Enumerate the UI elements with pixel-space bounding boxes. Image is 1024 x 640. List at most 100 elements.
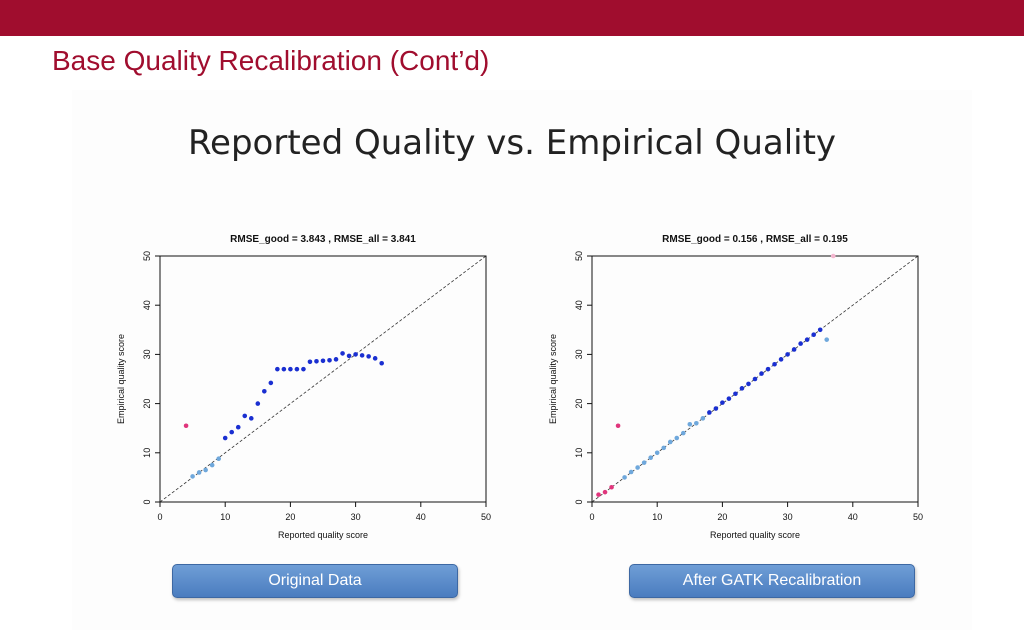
- y-tick-label: 10: [574, 448, 584, 458]
- data-point: [635, 465, 640, 470]
- data-point: [229, 429, 235, 435]
- after-recalibration-button[interactable]: After GATK Recalibration: [629, 564, 915, 598]
- data-point: [222, 435, 228, 441]
- data-point: [648, 455, 653, 461]
- x-tick-label: 0: [589, 512, 594, 522]
- y-axis-label: Empirical quality score: [548, 334, 558, 424]
- data-point: [641, 460, 647, 465]
- data-point: [288, 366, 293, 372]
- data-point: [275, 366, 280, 372]
- data-point: [674, 435, 680, 441]
- plot-frame: [591, 255, 919, 503]
- data-point: [720, 400, 725, 405]
- data-point: [301, 366, 306, 372]
- data-point: [294, 366, 300, 372]
- data-point: [353, 352, 358, 357]
- data-point: [746, 381, 751, 387]
- data-point: [183, 423, 189, 429]
- y-tick-label: 0: [574, 499, 584, 504]
- figure-panel: [72, 90, 972, 630]
- x-tick-label: 20: [717, 512, 727, 522]
- y-tick-label: 10: [142, 448, 152, 458]
- data-point: [235, 424, 241, 430]
- data-point: [333, 357, 339, 362]
- data-point: [817, 327, 823, 333]
- chart-title: RMSE_good = 3.843 , RMSE_all = 3.841: [230, 234, 416, 245]
- reference-line: [159, 255, 487, 503]
- data-point: [726, 396, 732, 401]
- data-point: [759, 371, 764, 376]
- data-point: [778, 357, 784, 362]
- data-point: [327, 358, 332, 363]
- y-tick-label: 50: [574, 251, 584, 261]
- data-point: [379, 360, 384, 366]
- data-point: [268, 380, 274, 386]
- data-point: [359, 353, 365, 358]
- data-point: [733, 391, 738, 397]
- y-tick-label: 0: [142, 499, 152, 504]
- y-axis-label: Empirical quality score: [116, 334, 126, 424]
- data-point: [772, 361, 777, 367]
- data-point: [314, 358, 319, 364]
- data-point: [700, 416, 706, 421]
- data-point: [203, 467, 208, 473]
- data-point: [248, 416, 254, 421]
- y-tick-label: 30: [574, 349, 584, 359]
- data-point: [713, 406, 719, 411]
- data-point: [602, 489, 608, 495]
- data-point: [804, 337, 810, 342]
- x-axis-label: Reported quality score: [278, 530, 368, 540]
- data-point: [609, 484, 614, 490]
- x-tick-label: 40: [416, 512, 426, 522]
- original-data-button[interactable]: Original Data: [172, 564, 458, 598]
- data-point: [372, 356, 378, 361]
- data-point: [622, 475, 627, 480]
- data-point: [190, 474, 195, 479]
- data-point: [667, 439, 673, 445]
- data-point: [307, 359, 313, 365]
- chart-title: RMSE_good = 0.156 , RMSE_all = 0.195: [662, 234, 848, 245]
- data-point: [811, 332, 816, 338]
- x-tick-label: 10: [652, 512, 662, 522]
- data-point: [765, 366, 771, 372]
- x-tick-label: 20: [285, 512, 295, 522]
- y-tick-label: 50: [142, 251, 152, 261]
- data-point: [196, 470, 202, 475]
- data-point: [346, 353, 352, 359]
- data-point: [596, 492, 601, 497]
- data-point: [785, 352, 790, 357]
- data-point: [654, 450, 660, 456]
- data-point: [242, 413, 248, 419]
- data-point: [255, 401, 261, 406]
- x-tick-label: 30: [351, 512, 361, 522]
- data-point: [694, 420, 699, 426]
- data-point: [798, 341, 803, 346]
- data-point: [739, 386, 745, 391]
- chart-recalibrated-svg: RMSE_good = 0.156 , RMSE_all = 0.195 0 10 2…: [548, 234, 923, 540]
- x-tick-label: 50: [481, 512, 491, 522]
- plot-frame: [159, 255, 487, 503]
- y-tick-label: 40: [574, 300, 584, 310]
- plot-recalibrated: RMSE_good = 0.156 , RMSE_all = 0.195 0 10 2…: [544, 218, 944, 558]
- figure-heading: Reported Quality vs. Empirical Quality: [187, 123, 837, 163]
- y-tick-label: 20: [142, 399, 152, 409]
- reference-line: [591, 255, 919, 503]
- y-tick-label: 40: [142, 300, 152, 310]
- data-point: [262, 389, 267, 394]
- data-point: [752, 376, 758, 382]
- data-point: [707, 410, 712, 415]
- data-point: [628, 469, 634, 475]
- slide-title: Base Quality Recalibration (Cont’d): [52, 45, 490, 76]
- data-point: [340, 351, 345, 356]
- x-tick-label: 0: [157, 512, 162, 522]
- x-tick-label: 50: [913, 512, 923, 522]
- plot-original: RMSE_good = 3.843 , RMSE_all = 3.841 0 10 2…: [112, 218, 512, 558]
- data-point: [824, 337, 830, 342]
- data-point: [830, 253, 836, 259]
- x-tick-label: 40: [848, 512, 858, 522]
- data-point: [791, 347, 797, 352]
- data-point: [320, 358, 326, 364]
- x-tick-label: 10: [220, 512, 230, 522]
- y-tick-label: 30: [142, 349, 152, 359]
- x-axis-label: Reported quality score: [710, 530, 800, 540]
